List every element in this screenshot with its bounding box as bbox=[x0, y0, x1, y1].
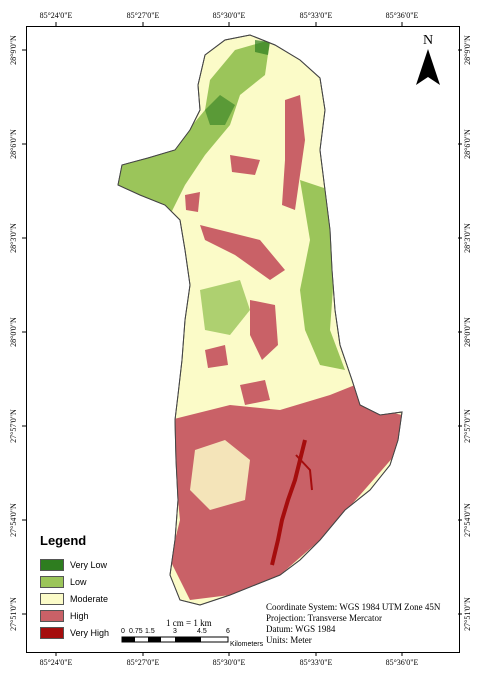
scale-text: 1 cm = 1 km bbox=[166, 618, 212, 628]
scale-num-4: 4.5 bbox=[197, 628, 207, 635]
region-high-mid-d bbox=[240, 380, 270, 405]
legend-label: Low bbox=[70, 576, 87, 587]
tick-right-0: 28°9'0"N bbox=[463, 35, 472, 65]
scale-num-3: 3 bbox=[173, 628, 177, 635]
legend-item-low: Low bbox=[40, 573, 150, 590]
region-very-low-b bbox=[255, 40, 270, 55]
legend-label: High bbox=[70, 610, 89, 621]
tick-bottom-1: 85°27'0"E bbox=[126, 658, 160, 667]
tick-bottom-2: 85°30'0"E bbox=[212, 658, 246, 667]
tick-left-2: 28°3'0"N bbox=[9, 223, 18, 253]
tick-right-4: 27°57'0"N bbox=[463, 409, 472, 443]
graticule-ticks bbox=[22, 22, 462, 656]
units: Units: Meter bbox=[266, 635, 312, 645]
scale-num-2: 1.5 bbox=[145, 628, 155, 635]
region-high-north-c bbox=[185, 192, 200, 212]
legend: Legend Very Low Low Moderate High Very H… bbox=[40, 533, 150, 641]
region-high-mid-a bbox=[200, 225, 285, 280]
tick-left-5: 27°54'0"N bbox=[9, 503, 18, 537]
region-high-mid-b bbox=[250, 300, 278, 360]
legend-swatch bbox=[40, 575, 64, 588]
tick-right-2: 28°3'0"N bbox=[463, 223, 472, 253]
region-low-central bbox=[200, 280, 250, 335]
projection: Projection: Transverse Mercator bbox=[266, 613, 382, 623]
legend-item-high: High bbox=[40, 607, 150, 624]
scale-num-5: 6 bbox=[226, 628, 230, 635]
region-high-north-a bbox=[282, 95, 305, 210]
region-high-mid-c bbox=[205, 345, 228, 368]
scale-num-1: 0.75 bbox=[129, 628, 143, 635]
tick-left-4: 27°57'0"N bbox=[9, 409, 18, 443]
tick-right-6: 27°51'0"N bbox=[463, 597, 472, 631]
tick-left-1: 28°6'0"N bbox=[9, 129, 18, 159]
map-info: Coordinate System: WGS 1984 UTM Zone 45N… bbox=[266, 602, 440, 646]
legend-title: Legend bbox=[40, 533, 87, 548]
region-boundary bbox=[117, 34, 403, 606]
tick-bottom-0: 85°24'0"E bbox=[39, 658, 73, 667]
datum: Datum: WGS 1984 bbox=[266, 624, 336, 634]
tick-top-3: 85°33'0"E bbox=[299, 11, 333, 20]
tick-left-3: 28°0'0"N bbox=[9, 317, 18, 347]
legend-item-moderate: Moderate bbox=[40, 590, 150, 607]
legend-label: Very Low bbox=[70, 559, 108, 570]
tick-top-0: 85°24'0"E bbox=[39, 11, 73, 20]
legend-label: Very High bbox=[70, 627, 110, 638]
legend-item-very-high: Very High bbox=[40, 624, 150, 641]
legend-swatch bbox=[40, 592, 64, 605]
north-arrow: N bbox=[414, 33, 442, 92]
tick-right-5: 27°54'0"N bbox=[463, 503, 472, 537]
legend-swatch bbox=[40, 626, 64, 639]
coordinate-system: Coordinate System: WGS 1984 UTM Zone 45N bbox=[266, 602, 441, 612]
region-low-east bbox=[300, 180, 345, 370]
region-very-high-branch bbox=[295, 454, 313, 491]
north-arrow-icon bbox=[416, 49, 440, 85]
north-label: N bbox=[422, 33, 434, 48]
region-high-south bbox=[170, 385, 402, 600]
legend-swatch bbox=[40, 558, 64, 571]
region-moderate-island bbox=[190, 440, 250, 510]
tick-top-1: 85°27'0"E bbox=[126, 11, 160, 20]
tick-right-3: 28°0'0"N bbox=[463, 317, 472, 347]
tick-top-2: 85°30'0"E bbox=[212, 11, 246, 20]
tick-left-6: 27°51'0"N bbox=[9, 597, 18, 631]
scale-num-0: 0 bbox=[121, 628, 125, 635]
legend-item-very-low: Very Low bbox=[40, 556, 150, 573]
legend-swatch bbox=[40, 609, 64, 622]
scale-unit: Kilometers bbox=[230, 641, 264, 648]
tick-top-4: 85°36'0"E bbox=[385, 11, 419, 20]
tick-right-1: 28°6'0"N bbox=[463, 129, 472, 159]
tick-bottom-4: 85°36'0"E bbox=[385, 658, 419, 667]
region-very-low-a bbox=[205, 95, 235, 125]
legend-label: Moderate bbox=[70, 593, 109, 604]
tick-bottom-3: 85°33'0"E bbox=[299, 658, 333, 667]
region-low-north bbox=[118, 40, 270, 215]
scale-bar bbox=[121, 636, 229, 643]
region-high-north-b bbox=[230, 155, 260, 175]
tick-left-0: 28°9'0"N bbox=[9, 35, 18, 65]
